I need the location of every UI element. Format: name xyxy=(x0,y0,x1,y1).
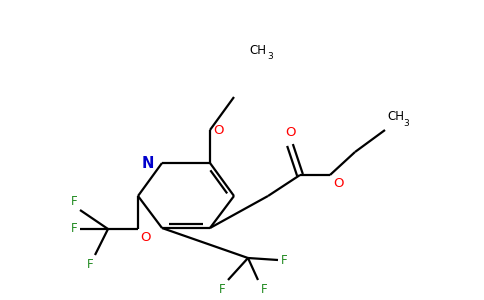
Text: 3: 3 xyxy=(403,119,409,128)
Text: F: F xyxy=(218,283,225,296)
Text: CH: CH xyxy=(249,44,267,57)
Text: N: N xyxy=(142,155,154,170)
Text: F: F xyxy=(70,195,77,208)
Text: O: O xyxy=(285,126,295,139)
Text: F: F xyxy=(70,223,77,236)
Text: F: F xyxy=(261,283,268,296)
Text: F: F xyxy=(281,254,287,266)
Text: 3: 3 xyxy=(267,52,273,61)
Text: F: F xyxy=(86,258,93,271)
Text: CH: CH xyxy=(387,110,404,123)
Text: O: O xyxy=(213,124,224,136)
Text: O: O xyxy=(140,231,151,244)
Text: O: O xyxy=(333,177,344,190)
